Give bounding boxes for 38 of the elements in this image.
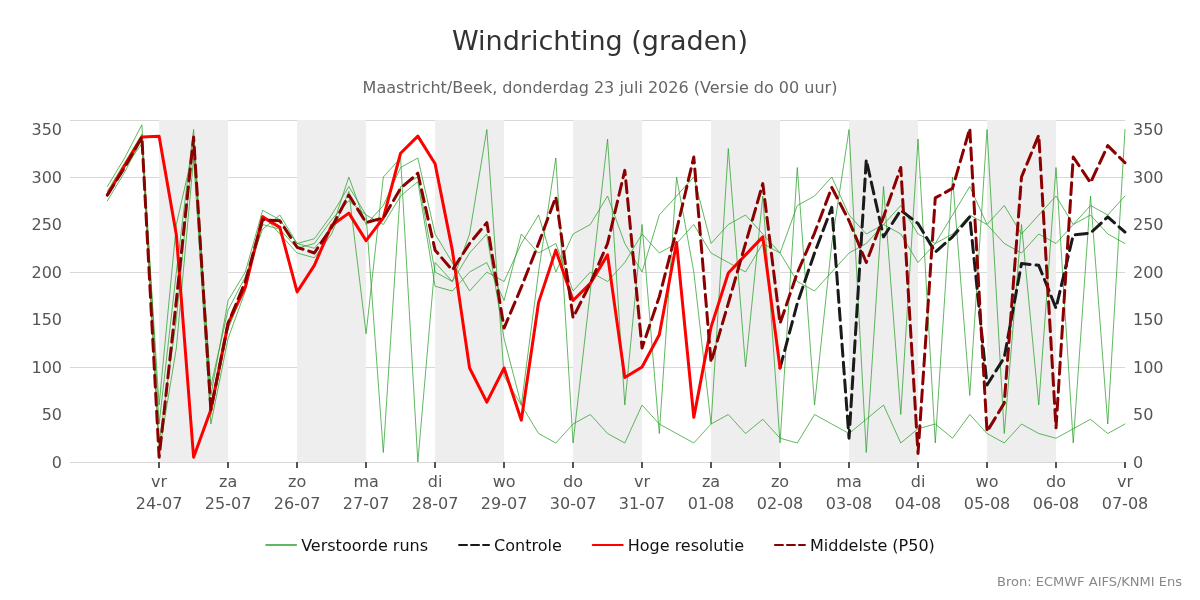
y2-tick-label: 300 bbox=[1133, 167, 1164, 187]
y2-tick-label: 150 bbox=[1133, 310, 1164, 329]
x-tick-label: do 06-08 bbox=[1032, 471, 1080, 513]
x-tick-label: zo 02-08 bbox=[756, 471, 804, 513]
x-tick-label: wo 05-08 bbox=[963, 471, 1011, 513]
x-tick-label: di 04-08 bbox=[894, 471, 942, 513]
y2-tick-label: 250 bbox=[1133, 215, 1164, 234]
y-tick-label: 250 bbox=[31, 215, 62, 234]
y-tick-label: 300 bbox=[31, 167, 62, 187]
y-tick-label: 350 bbox=[31, 120, 62, 139]
y-tick-label: 150 bbox=[31, 310, 62, 329]
y-tick-label: 200 bbox=[31, 262, 62, 282]
legend-label: Controle bbox=[494, 535, 562, 555]
x-tick-label: vr 24-07 bbox=[135, 471, 183, 513]
y2-tick-label: 50 bbox=[1133, 405, 1154, 424]
x-tick-label: vr 31-07 bbox=[618, 471, 666, 513]
x-tick-label: ma 03-08 bbox=[825, 471, 873, 513]
x-tick-label: za 25-07 bbox=[204, 471, 252, 513]
chart-title: Windrichting (graden) bbox=[451, 25, 749, 56]
x-tick-label: zo 26-07 bbox=[273, 471, 321, 513]
y-tick-label: 50 bbox=[41, 405, 62, 424]
x-tick-label: do 30-07 bbox=[549, 471, 597, 513]
y-tick-label: 0 bbox=[51, 452, 62, 472]
y2-tick-label: 100 bbox=[1133, 357, 1164, 377]
chart-subtitle: Maastricht/Beek, donderdag 23 juli 2026 (Versie do 00 uur) bbox=[362, 77, 838, 97]
y2-tick-label: 350 bbox=[1133, 120, 1164, 139]
y2-tick-label: 0 bbox=[1133, 452, 1144, 472]
legend-label: Verstoorde runs bbox=[301, 535, 429, 555]
x-tick-label: za 01-08 bbox=[687, 471, 735, 513]
text: Bron: ECMWF AIFS/KNMI Ens bbox=[997, 574, 1183, 589]
legend-label: Hoge resolutie bbox=[627, 535, 744, 555]
legend-label: Middelste (P50) bbox=[809, 535, 935, 555]
x-tick-label: vr 07-08 bbox=[1101, 471, 1149, 513]
y-tick-label: 100 bbox=[31, 357, 62, 377]
y2-tick-label: 200 bbox=[1133, 262, 1164, 282]
x-tick-label: ma 27-07 bbox=[342, 471, 390, 513]
x-tick-label: di 28-07 bbox=[411, 471, 459, 513]
x-tick-label: wo 29-07 bbox=[480, 471, 528, 513]
